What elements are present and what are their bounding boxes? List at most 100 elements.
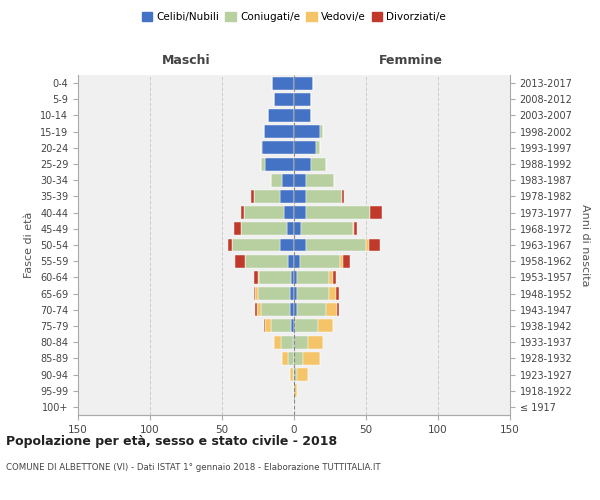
Bar (294, 174, 305, 186)
Bar (271, 320, 291, 332)
Text: Popolazione per età, sesso e stato civile - 2018: Popolazione per età, sesso e stato civil… (6, 435, 337, 448)
Bar (370, 206, 382, 219)
Bar (255, 304, 257, 316)
Bar (294, 287, 297, 300)
Bar (340, 254, 343, 268)
Bar (294, 304, 297, 316)
Bar (294, 125, 320, 138)
Bar (329, 287, 336, 300)
Bar (294, 352, 302, 365)
Bar (366, 238, 369, 252)
Bar (302, 352, 320, 365)
Bar (255, 287, 258, 300)
Bar (293, 336, 294, 348)
Bar (294, 368, 297, 381)
Bar (233, 222, 241, 235)
Bar (262, 142, 294, 154)
Bar (274, 93, 294, 106)
Bar (294, 93, 311, 106)
Bar (235, 254, 245, 268)
Bar (254, 287, 255, 300)
Bar (251, 190, 254, 203)
Bar (297, 304, 326, 316)
Bar (369, 238, 380, 252)
Bar (264, 125, 294, 138)
Bar (265, 158, 294, 170)
Bar (241, 206, 244, 219)
Bar (305, 190, 341, 203)
Legend: Celibi/Nubili, Coniugati/e, Vedovi/e, Divorziati/e: Celibi/Nubili, Coniugati/e, Vedovi/e, Di… (137, 8, 451, 26)
Bar (294, 142, 316, 154)
Bar (258, 271, 259, 284)
Bar (268, 109, 294, 122)
Bar (265, 320, 271, 332)
Bar (294, 336, 308, 348)
Text: Maschi: Maschi (161, 54, 211, 68)
Bar (287, 222, 294, 235)
Bar (297, 287, 329, 300)
Bar (320, 125, 323, 138)
Bar (254, 190, 280, 203)
Bar (261, 158, 265, 170)
Bar (254, 271, 258, 284)
Bar (294, 190, 305, 203)
Bar (288, 254, 294, 268)
Bar (271, 174, 283, 186)
Bar (274, 336, 281, 348)
Text: Femmine: Femmine (379, 54, 443, 68)
Bar (294, 238, 305, 252)
Bar (353, 222, 355, 235)
Bar (293, 368, 294, 381)
Bar (258, 287, 290, 300)
Bar (308, 336, 323, 348)
Bar (280, 238, 294, 252)
Bar (294, 222, 301, 235)
Bar (290, 368, 293, 381)
Bar (257, 304, 261, 316)
Bar (245, 254, 288, 268)
Bar (261, 304, 290, 316)
Bar (305, 206, 370, 219)
Bar (264, 320, 265, 332)
Bar (294, 254, 300, 268)
Bar (295, 320, 319, 332)
Bar (336, 287, 338, 300)
Bar (244, 206, 284, 219)
Bar (333, 271, 336, 284)
Y-axis label: Anni di nascita: Anni di nascita (580, 204, 590, 286)
Bar (319, 320, 333, 332)
Bar (305, 238, 366, 252)
Bar (294, 271, 297, 284)
Bar (291, 271, 294, 284)
Bar (259, 271, 291, 284)
Bar (341, 190, 344, 203)
Bar (294, 320, 295, 332)
Bar (241, 222, 287, 235)
Y-axis label: Fasce di età: Fasce di età (25, 212, 34, 278)
Bar (294, 76, 313, 90)
Bar (228, 238, 232, 252)
Bar (280, 190, 294, 203)
Bar (272, 76, 294, 90)
Bar (294, 158, 311, 170)
Bar (305, 174, 334, 186)
Bar (343, 254, 350, 268)
Bar (290, 287, 294, 300)
Bar (291, 320, 294, 332)
Bar (301, 222, 353, 235)
Bar (297, 271, 329, 284)
Bar (232, 238, 280, 252)
Bar (300, 254, 340, 268)
Bar (261, 142, 262, 154)
Text: COMUNE DI ALBETTONE (VI) - Dati ISTAT 1° gennaio 2018 - Elaborazione TUTTITALIA.: COMUNE DI ALBETTONE (VI) - Dati ISTAT 1°… (6, 462, 380, 471)
Bar (294, 384, 297, 397)
Bar (316, 142, 320, 154)
Bar (284, 206, 294, 219)
Bar (297, 368, 308, 381)
Bar (294, 206, 305, 219)
Bar (281, 336, 293, 348)
Bar (288, 352, 294, 365)
Bar (294, 109, 311, 122)
Bar (329, 271, 333, 284)
Bar (311, 158, 326, 170)
